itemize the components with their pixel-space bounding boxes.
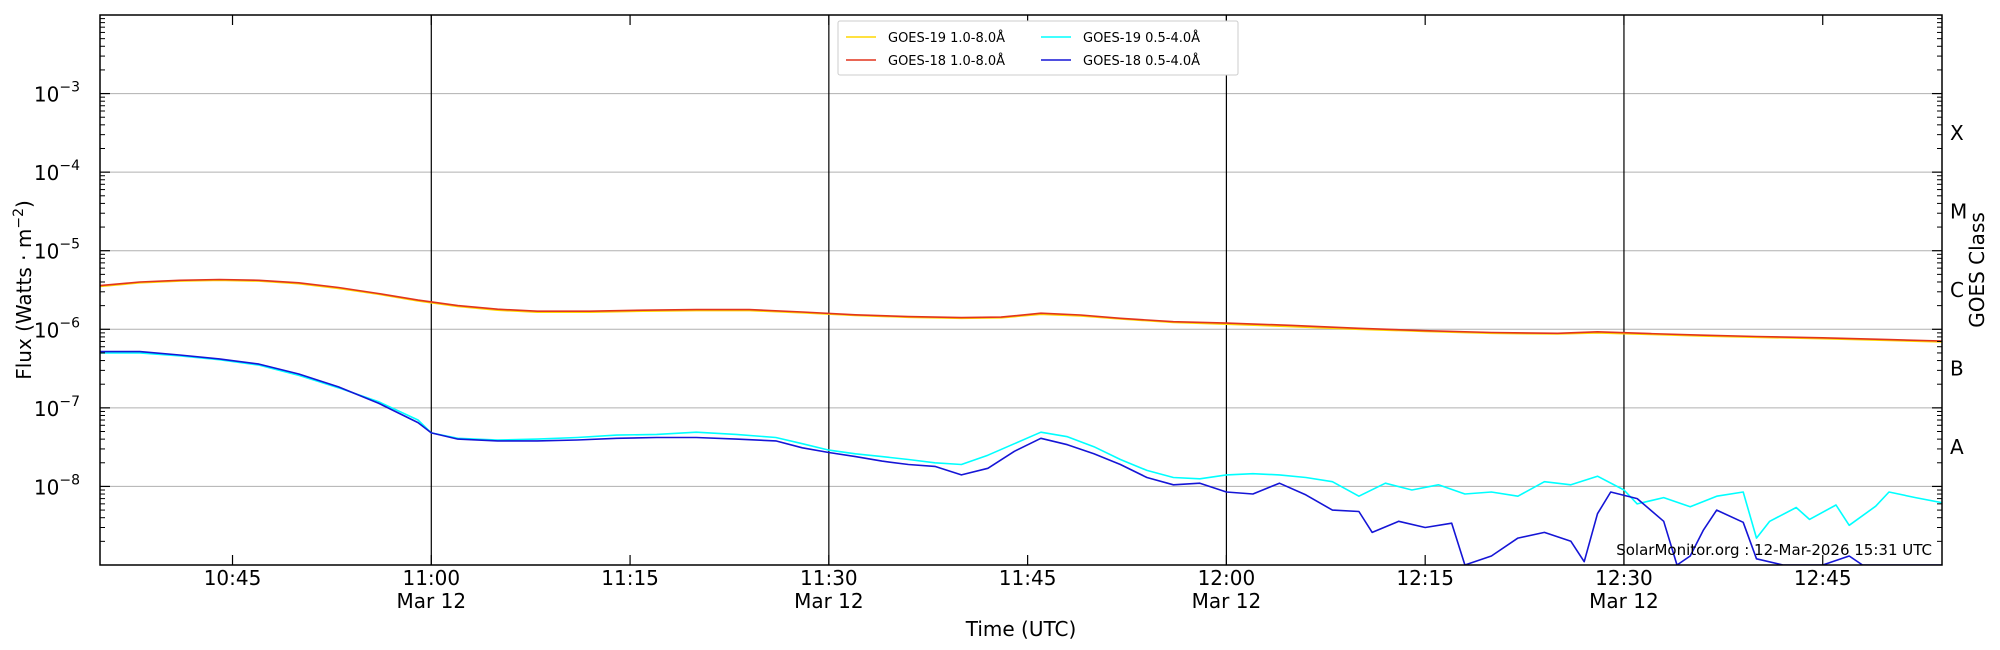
x-tick-sublabel-3: Mar 12 <box>794 589 864 613</box>
goes-class-label-B: B <box>1950 357 1964 381</box>
x-tick-label-0: 10:45 <box>204 566 262 590</box>
x-tick-label-4: 11:45 <box>999 566 1057 590</box>
legend-box <box>837 20 1239 76</box>
series-line-1 <box>100 278 1942 342</box>
y-axis-title-base: Flux (Watts · m <box>12 229 36 380</box>
y-axis-title: Flux (Watts · m−2) <box>11 200 36 380</box>
y-tick-mantissa: 10 <box>34 397 59 421</box>
x-tick-label-2: 11:15 <box>601 566 659 590</box>
goes-class-label-A: A <box>1950 435 1964 459</box>
y-tick-label-5: 10−8 <box>34 472 80 499</box>
x-axis-title: Time (UTC) <box>965 617 1077 641</box>
goes-class-label-C: C <box>1950 278 1964 302</box>
x-tick-label-6: 12:15 <box>1396 566 1454 590</box>
goes-class-label-M: M <box>1950 199 1967 223</box>
legend-label-2: GOES-19 0.5-4.0Å <box>1083 30 1200 46</box>
credit-text: SolarMonitor.org : 12-Mar-2026 15:31 UTC <box>1616 541 1932 559</box>
y-tick-label-1: 10−4 <box>34 158 80 185</box>
y-axis-title-tail: ) <box>12 200 36 208</box>
x-tick-sublabel-1: Mar 12 <box>397 589 467 613</box>
y-tick-mantissa: 10 <box>34 161 59 185</box>
x-tick-label-8: 12:45 <box>1794 566 1852 590</box>
plot-frame <box>99 14 1943 566</box>
y-axis-title-exponent: −2 <box>11 208 27 229</box>
goes-class-label-X: X <box>1950 121 1964 145</box>
y-tick-exponent: −6 <box>59 315 80 331</box>
y-tick-label-2: 10−5 <box>34 237 80 264</box>
x-tick-sublabel-7: Mar 12 <box>1589 589 1659 613</box>
y-tick-exponent: −8 <box>59 472 80 488</box>
legend-label-0: GOES-19 1.0-8.0Å <box>888 30 1005 46</box>
y-tick-exponent: −7 <box>59 394 80 410</box>
series-line-3 <box>100 350 1942 565</box>
series-line-2 <box>100 352 1942 539</box>
y-tick-mantissa: 10 <box>34 83 59 107</box>
y-tick-mantissa: 10 <box>34 240 59 264</box>
x-tick-sublabel-5: Mar 12 <box>1192 589 1262 613</box>
date-vertical-lines <box>430 15 1625 565</box>
x-tick-label-5: 12:00 <box>1198 566 1256 590</box>
y-tick-exponent: −4 <box>59 158 80 174</box>
legend-label-3: GOES-18 0.5-4.0Å <box>1083 53 1200 69</box>
y-tick-label-3: 10−6 <box>34 315 80 342</box>
y-tick-mantissa: 10 <box>34 475 59 499</box>
legend-label-1: GOES-18 1.0-8.0Å <box>888 53 1005 69</box>
y-tick-exponent: −5 <box>59 237 80 253</box>
y-tick-label-0: 10−3 <box>34 80 80 107</box>
x-tick-label-7: 12:30 <box>1595 566 1653 590</box>
series-lines <box>100 278 1942 565</box>
y2-axis-title: GOES Class <box>1965 212 1989 328</box>
y-tick-exponent: −3 <box>59 80 80 96</box>
y-tick-mantissa: 10 <box>34 318 59 342</box>
x-tick-label-1: 11:00 <box>402 566 460 590</box>
legend: GOES-19 1.0-8.0Å GOES-18 1.0-8.0Å GOES-19 … <box>837 20 1239 76</box>
y-tick-label-4: 10−7 <box>34 394 80 421</box>
gridlines <box>100 93 1942 487</box>
x-tick-label-3: 11:30 <box>800 566 858 590</box>
